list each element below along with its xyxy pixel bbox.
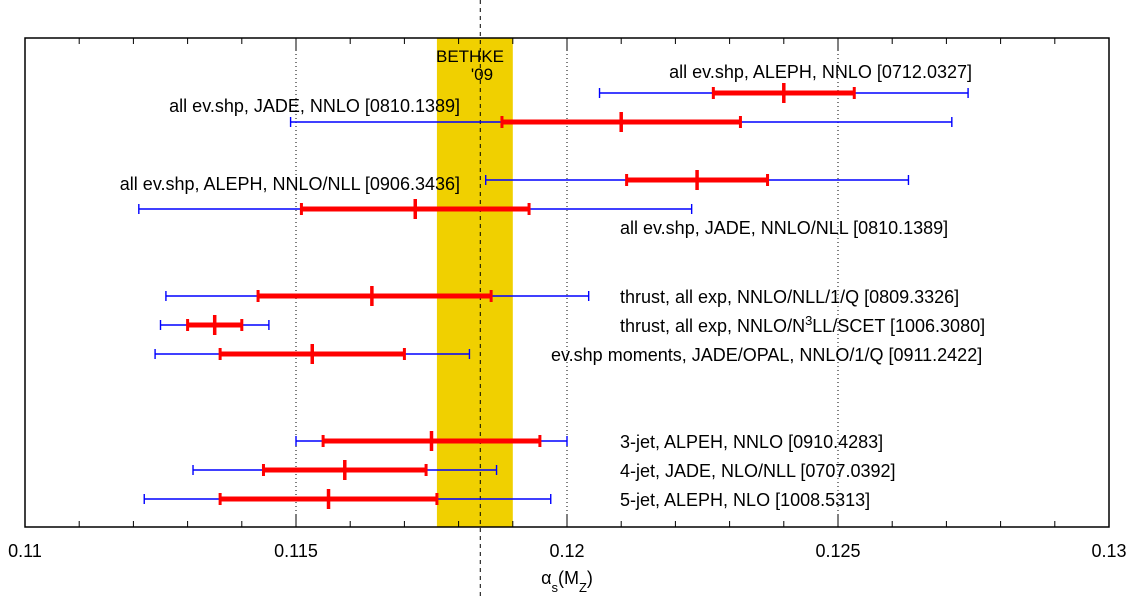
x-axis-title: αs(MZ) (541, 568, 593, 595)
measurement-label: 5-jet, ALEPH, NLO [1008.5313] (620, 490, 870, 510)
measurement-label: thrust, all exp, NNLO/NLL/1/Q [0809.3326… (620, 287, 959, 307)
x-tick-label: 0.115 (274, 541, 318, 561)
measurement-label: thrust, all exp, NNLO/N3LL/SCET [1006.30… (620, 313, 985, 337)
x-tick-label: 0.13 (1091, 541, 1126, 561)
measurement-label: all ev.shp, JADE, NNLO [0810.1389] (169, 96, 460, 116)
measurement-label: all ev.shp, JADE, NNLO/NLL [0810.1389] (620, 218, 948, 238)
measurement-row (143, 489, 552, 509)
measurement-label: 3-jet, ALPEH, NNLO [0910.4283] (620, 432, 883, 452)
measurement-label: all ev.shp, ALEPH, NNLO/NLL [0906.3436] (120, 174, 460, 194)
measurement-row (138, 199, 693, 219)
measurement-labels: all ev.shp, ALEPH, NNLO [0712.0327] all e… (120, 62, 985, 510)
reference-band-layer (436, 0, 513, 598)
measurement-label: all ev.shp, ALEPH, NNLO [0712.0327] (669, 62, 972, 82)
measurement-row (485, 170, 910, 190)
measurement-row (295, 431, 568, 451)
x-tick-label: 0.12 (549, 541, 584, 561)
band-label-line2: '09 (471, 65, 493, 84)
measurement-row (159, 315, 270, 335)
axis-ticks: 0.11 0.115 0.12 0.125 0.13 (8, 38, 1127, 561)
x-tick-label: 0.11 (8, 541, 42, 561)
measurement-row (192, 460, 498, 480)
measurement-row (598, 83, 969, 103)
measurement-row (154, 344, 471, 364)
data-layer (138, 83, 969, 509)
band-label-line1: BETHKE (436, 47, 504, 66)
measurement-row (165, 286, 590, 306)
x-tick-label: 0.125 (815, 541, 860, 561)
grid-layer (295, 38, 839, 527)
measurement-label: ev.shp moments, JADE/OPAL, NNLO/1/Q [091… (551, 345, 982, 365)
measurement-label: 4-jet, JADE, NLO/NLL [0707.0392] (620, 461, 895, 481)
reference-band (436, 38, 513, 527)
measurement-row (289, 112, 953, 132)
